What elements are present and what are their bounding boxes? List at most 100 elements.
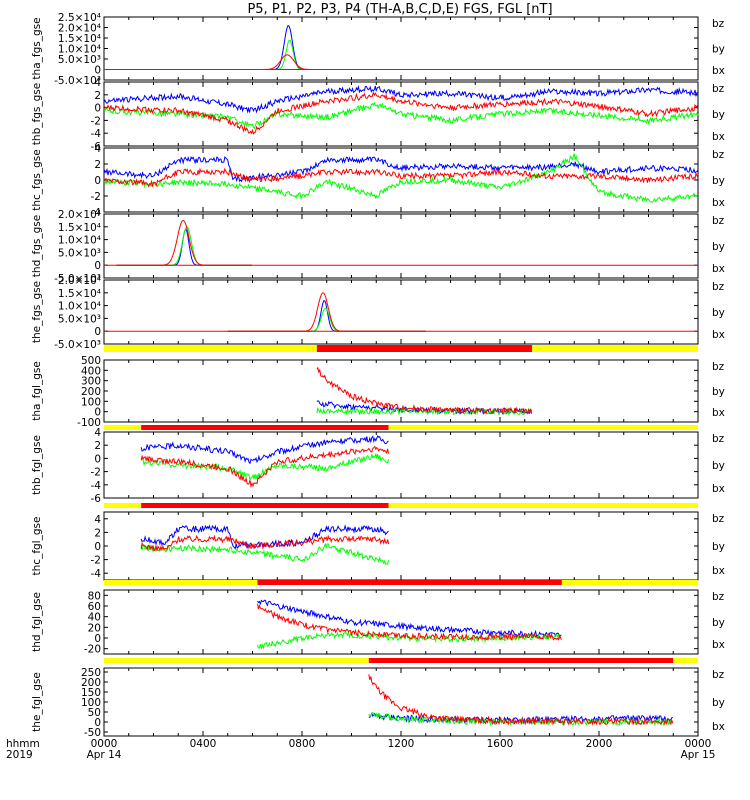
- ytick-label: 0: [94, 326, 101, 338]
- ytick-label: 4: [94, 77, 101, 89]
- ytick-label: 5.0×10³: [58, 313, 101, 325]
- legend-bx: bx: [712, 407, 725, 419]
- series-bx-line: [227, 300, 426, 332]
- ytick-label: -6: [91, 493, 102, 505]
- ytick-label: 4: [94, 143, 101, 155]
- series-bz-line: [103, 167, 699, 188]
- ytick-label: 80: [88, 590, 101, 602]
- xtick-label: 2000: [586, 738, 613, 750]
- ytick-label: 20: [88, 622, 101, 634]
- ytick-label: 250: [81, 667, 101, 679]
- ytick-label: 4: [94, 514, 101, 526]
- series-bx-line: [257, 599, 562, 640]
- ytick-label: 300: [81, 376, 101, 388]
- legend-bz: bz: [712, 149, 725, 161]
- ytick-label: -20: [84, 644, 101, 656]
- legend-bx: bx: [712, 65, 725, 77]
- mode-bars: [104, 345, 698, 663]
- panel-frame: [103, 213, 699, 279]
- mode-bar-segment-red: [316, 345, 533, 352]
- ytick-label: -4: [91, 207, 102, 219]
- series-bx-line: [103, 155, 699, 183]
- time-format-label: hhmm: [6, 738, 40, 750]
- panel-thc_fgs_gse: -4 -2 0 2 4 thc_fgs_gse bz by bx: [31, 143, 725, 219]
- legend-by: by: [712, 175, 725, 187]
- ytick-label: 2: [94, 90, 101, 102]
- legend-by: by: [712, 460, 725, 472]
- ytick-label: -5.0×10³: [54, 273, 101, 285]
- legend-bx: bx: [712, 639, 725, 651]
- panel-frame: [103, 589, 699, 655]
- ytick-label: -50: [84, 727, 101, 739]
- legend-bz: bz: [712, 281, 725, 293]
- ytick-label: 100: [81, 396, 101, 408]
- series-bz-line: [252, 54, 327, 70]
- ytick-label: -4: [91, 128, 102, 140]
- ytick-label: 1.0×10⁴: [58, 44, 101, 56]
- ytick-label: 0: [94, 103, 101, 115]
- legend-bz: bz: [712, 361, 725, 373]
- series-bz-line: [103, 90, 699, 135]
- panel-frame: [103, 16, 699, 81]
- panel-thd_fgs_gse: -5.0×10³05.0×10³1.0×10⁴1.5×10⁴2.0×10⁴thd…: [31, 209, 725, 285]
- ytick-label: 50: [88, 707, 101, 719]
- series-bz-line: [140, 534, 390, 552]
- mode-bar-segment-red: [257, 580, 562, 585]
- ylabel: thd_fgs_gse: [31, 215, 43, 277]
- ylabel: tha_fgl_gse: [31, 361, 43, 421]
- ytick-label: -4: [91, 480, 102, 492]
- ytick-label: 0: [94, 260, 101, 272]
- mode-bar-segment-yellow: [104, 425, 142, 430]
- legend-bx: bx: [712, 721, 725, 733]
- mode-bar-segment-yellow: [673, 658, 698, 663]
- legend-bz: bz: [712, 18, 725, 30]
- ytick-label: 200: [81, 677, 101, 689]
- legend-bz: bz: [712, 433, 725, 445]
- mode-bar-segment-yellow: [104, 503, 142, 508]
- legend-by: by: [712, 307, 725, 319]
- ytick-label: -2: [91, 467, 101, 479]
- series-bx-line: [252, 24, 327, 70]
- ytick-label: 0: [94, 65, 101, 77]
- ylabel: thd_fgl_gse: [31, 592, 43, 652]
- ytick-label: 2.0×10⁴: [58, 209, 101, 221]
- panel-frame: [103, 667, 699, 737]
- series-bx-line: [140, 524, 389, 550]
- legend-bx: bx: [712, 263, 725, 275]
- mode-bar: [104, 503, 698, 508]
- series-by-line: [227, 307, 426, 332]
- ytick-label: -2: [91, 191, 101, 203]
- mode-bar-segment-red: [141, 425, 389, 430]
- mode-bar: [104, 658, 698, 663]
- ytick-label: 1.5×10⁴: [58, 222, 101, 234]
- date-label: Apr 14: [87, 749, 122, 761]
- ylabel: thc_fgs_gse: [31, 149, 43, 210]
- series-bz-line: [368, 674, 674, 726]
- ytick-label: 150: [81, 687, 101, 699]
- legend-by: by: [712, 541, 725, 553]
- mode-bar-segment-yellow: [388, 503, 698, 508]
- panel-the_fgs_gse: -5.0×10³05.0×10³1.0×10⁴1.5×10⁴2.0×10⁴the…: [31, 275, 725, 351]
- ytick-label: -2: [91, 555, 101, 567]
- legend-by: by: [712, 386, 725, 398]
- ytick-label: 40: [88, 612, 101, 624]
- mode-bar-segment-yellow: [561, 580, 698, 585]
- ylabel: thb_fgs_gse: [31, 83, 43, 145]
- panel-frame: [103, 279, 699, 345]
- legend-by: by: [712, 109, 725, 121]
- ytick-label: 0: [94, 453, 101, 465]
- mode-bar-segment-red: [368, 658, 674, 663]
- series-bz-line: [116, 220, 252, 266]
- ytick-label: 2.5×10⁴: [58, 12, 101, 24]
- legend-by: by: [712, 617, 725, 629]
- panel-thb_fgl_gse: -6-4-2 024 thb_fgl_gse bz by bx: [31, 427, 725, 505]
- series-bz-line: [257, 603, 562, 641]
- ytick-label: 0: [94, 541, 101, 553]
- ytick-label: 5.0×10³: [58, 54, 101, 66]
- ytick-label: 400: [81, 365, 101, 377]
- series-by-line: [116, 226, 252, 266]
